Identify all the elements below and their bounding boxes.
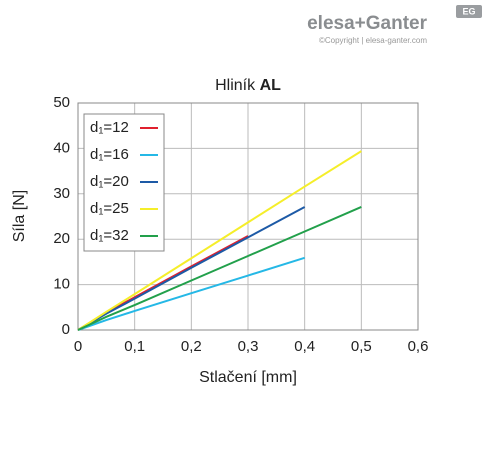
legend-label: d₁=12 xyxy=(90,119,129,136)
title-bold: AL xyxy=(260,77,282,94)
legend-label: d₁=20 xyxy=(90,173,129,190)
y-tick-label: 0 xyxy=(62,321,70,338)
y-tick-label: 10 xyxy=(53,276,70,293)
x-tick-label: 0,3 xyxy=(238,338,259,355)
legend-label: d₁=32 xyxy=(90,227,129,244)
series-line xyxy=(77,206,306,331)
y-tick-label: 20 xyxy=(53,230,70,247)
series-line xyxy=(77,150,362,331)
y-tick-label: 50 xyxy=(53,94,70,111)
x-tick-label: 0 xyxy=(74,338,82,355)
legend-label: d₁=25 xyxy=(90,200,129,217)
brand-badge-box xyxy=(456,5,482,18)
brand-badge: EG xyxy=(462,6,475,16)
series-line xyxy=(77,206,362,331)
brand-copyright: ©Copyright | elesa-ganter.com xyxy=(319,36,427,45)
series-line xyxy=(77,256,305,331)
y-tick-label: 30 xyxy=(53,185,70,202)
plot-frame xyxy=(77,102,419,331)
x-tick-label: 0,5 xyxy=(351,338,372,355)
x-tick-label: 0,2 xyxy=(181,338,202,355)
x-tick-label: 0,1 xyxy=(124,338,145,355)
x-axis-label: Stlačení [mm] xyxy=(199,369,297,386)
y-tick-label: 40 xyxy=(53,139,70,156)
brand-logo: elesa+Ganter xyxy=(307,13,427,34)
chart-title: Hliník AL xyxy=(215,77,281,94)
title: Hliník xyxy=(215,77,256,94)
y-axis-label: Síla [N] xyxy=(11,190,28,242)
x-tick-label: 0,6 xyxy=(408,338,429,355)
x-tick-label: 0,4 xyxy=(294,338,315,355)
legend-label: d₁=16 xyxy=(90,146,129,163)
